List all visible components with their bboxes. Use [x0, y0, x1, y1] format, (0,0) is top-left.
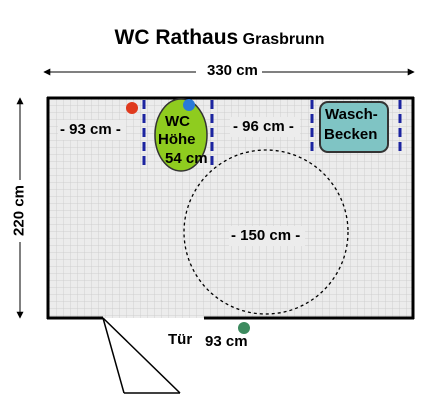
wc-label-line3: 54 cm — [165, 150, 208, 167]
left-clearance-label: - 93 cm - — [60, 121, 121, 138]
blue-marker — [183, 99, 195, 111]
wc-label-line2: Höhe — [158, 131, 196, 148]
turning-circle-label: - 150 cm - — [231, 227, 301, 244]
sink-label-line1: Wasch- — [325, 106, 378, 123]
title-main: WC Rathaus — [114, 26, 239, 49]
right-clearance-label: - 96 cm - — [233, 118, 294, 135]
grab-bars — [142, 100, 402, 166]
wc-label-line1: WC — [165, 113, 190, 130]
room-walls — [46, 96, 415, 320]
green-marker — [238, 322, 250, 334]
width-label: 330 cm — [207, 62, 258, 79]
title-sub: Grasbrunn — [242, 31, 325, 48]
depth-label: 220 cm — [10, 185, 28, 236]
door-label: Tür — [168, 331, 193, 348]
door-width-label: 93 cm — [205, 333, 248, 350]
turning-circle — [183, 149, 349, 315]
wc-toilet — [154, 98, 208, 172]
plan-title: WC Rathaus Grasbrunn — [0, 26, 439, 50]
door — [102, 317, 181, 394]
red-marker — [126, 102, 138, 114]
wash-basin — [319, 101, 389, 153]
sink-label-line2: Becken — [324, 126, 378, 143]
